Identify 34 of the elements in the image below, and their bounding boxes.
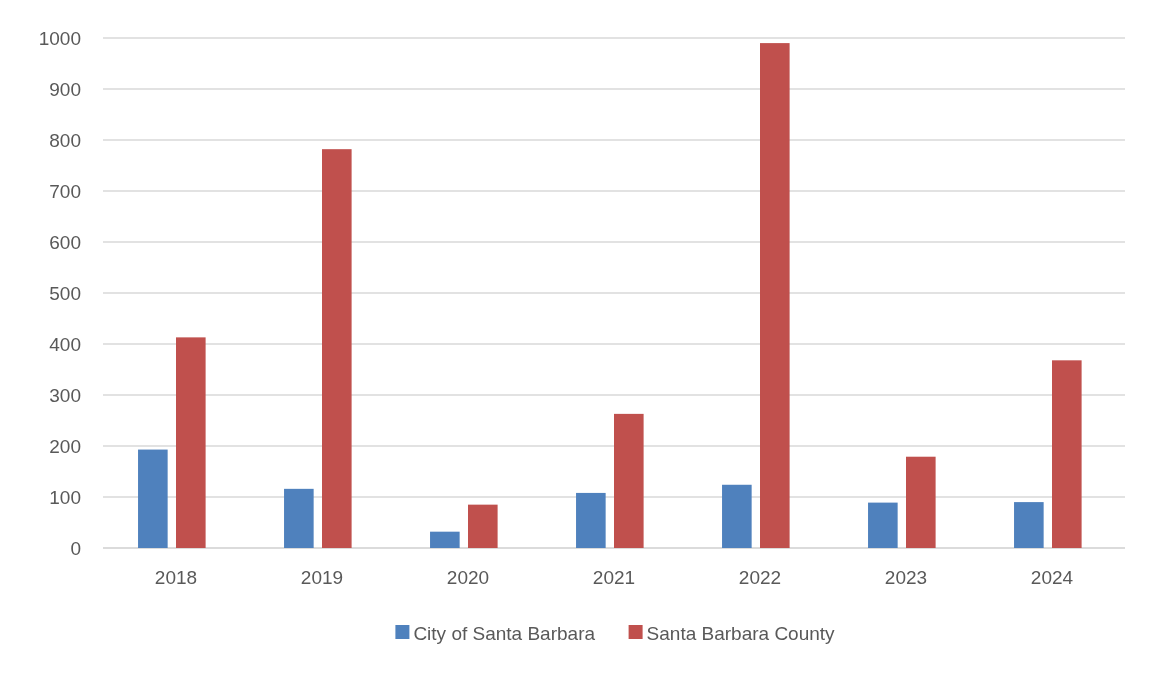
bar (576, 492, 606, 548)
x-tick-label: 2020 (446, 567, 490, 588)
bar (430, 531, 460, 548)
legend-label: City of Santa Barbara (413, 622, 596, 644)
y-tick-label: 800 (49, 129, 81, 151)
x-tick-label: 2023 (884, 567, 928, 588)
y-tick-label: 300 (49, 384, 81, 406)
x-tick-label: 2021 (592, 567, 636, 588)
bar (284, 488, 314, 548)
y-tick-label: 400 (49, 333, 81, 355)
y-tick-label: 900 (49, 78, 81, 100)
legend-label: Santa Barbara County (646, 622, 836, 644)
x-tick-label: 2022 (738, 567, 782, 588)
bar (906, 456, 936, 548)
bar (760, 43, 790, 548)
y-tick-label: 0 (70, 537, 81, 559)
y-tick-label: 1000 (38, 27, 81, 49)
y-tick-label: 100 (49, 486, 81, 508)
bar (468, 504, 498, 548)
bar (614, 413, 644, 548)
x-tick-label: 2018 (154, 567, 198, 588)
x-tick-label: 2019 (300, 567, 344, 588)
bar (138, 449, 168, 548)
bar (1052, 360, 1082, 548)
bar (322, 149, 352, 548)
x-tick-label: 2024 (1030, 567, 1074, 588)
y-tick-label: 500 (49, 282, 81, 304)
y-tick-label: 200 (49, 435, 81, 457)
bar (868, 502, 898, 548)
bar (1014, 502, 1044, 548)
bar (722, 484, 752, 548)
bar (176, 337, 206, 548)
y-tick-label: 600 (49, 231, 81, 253)
y-tick-label: 700 (49, 180, 81, 202)
